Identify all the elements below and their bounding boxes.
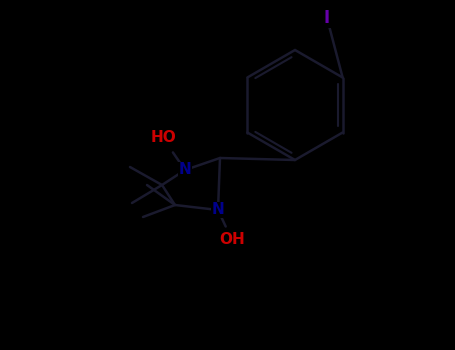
Text: N: N — [212, 203, 224, 217]
Text: OH: OH — [219, 232, 245, 247]
Text: N: N — [179, 162, 192, 177]
Text: I: I — [324, 9, 330, 27]
Text: HO: HO — [150, 131, 176, 146]
